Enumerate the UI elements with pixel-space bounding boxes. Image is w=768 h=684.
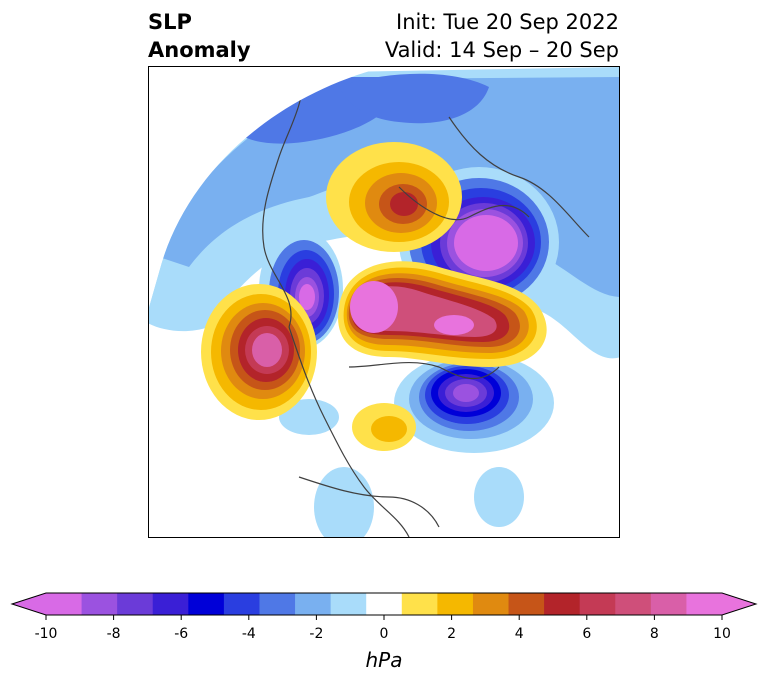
colorbar-cell	[188, 593, 225, 615]
colorbar-cell	[401, 593, 438, 615]
colorbar-cell	[544, 593, 581, 615]
colorbar	[10, 592, 758, 620]
colorbar-tick-label: -4	[241, 626, 256, 642]
high-gulf-of-alaska	[252, 333, 282, 367]
colorbar-tick-label: 4	[514, 626, 524, 642]
high-central-arctic	[434, 315, 474, 335]
colorbar-tick-label: 10	[713, 626, 731, 642]
map-panel	[148, 66, 620, 538]
colorbar-cell	[615, 593, 652, 615]
colorbar-cell	[81, 593, 118, 615]
coastlines	[262, 71, 590, 537]
low-eastern-siberia	[454, 215, 518, 271]
neg-anomaly-patch	[279, 399, 339, 435]
colorbar-cell	[579, 593, 616, 615]
neg-anomaly-patch	[314, 467, 374, 537]
colorbar-tick-label: 2	[447, 626, 457, 642]
neg-anomaly-patch	[474, 467, 524, 527]
projection-outer	[149, 67, 384, 307]
colorbar-cell	[152, 593, 189, 615]
colorbar-tick-label: 8	[649, 626, 659, 642]
colorbar-extend-min	[12, 593, 46, 615]
colorbar-cell	[686, 593, 723, 615]
colorbar-unit-label: hPa	[365, 648, 403, 672]
slp-anomaly-map	[149, 67, 619, 537]
colorbar-tick-label: 6	[582, 626, 592, 642]
colorbar-extend-max	[722, 593, 756, 615]
colorbar-tick-label: -6	[174, 626, 189, 642]
neg-anomaly-band	[339, 73, 489, 124]
plot-dates: Init: Tue 20 Sep 2022 Valid: 14 Sep – 20…	[385, 8, 619, 64]
colorbar-cell	[437, 593, 474, 615]
colorbar-cell	[295, 593, 332, 615]
low-north-atlantic	[453, 384, 479, 402]
colorbar-tick-label: -10	[34, 626, 58, 642]
valid-range: Valid: 14 Sep – 20 Sep	[384, 38, 619, 62]
high-great-lakes	[371, 416, 407, 442]
colorbar-tick-label: 0	[379, 626, 389, 642]
title-variable-sub: Anomaly	[148, 38, 251, 62]
title-variable: SLP	[148, 10, 192, 34]
high-central-arctic	[350, 281, 398, 333]
colorbar-cell	[330, 593, 367, 615]
plot-title: SLP Anomaly	[148, 8, 251, 64]
colorbar-cell	[223, 593, 260, 615]
colorbar-tick-label: -2	[309, 626, 324, 642]
init-date: Init: Tue 20 Sep 2022	[396, 10, 619, 34]
colorbar-cell	[366, 593, 403, 615]
colorbar-tick-label: -8	[106, 626, 121, 642]
colorbar-cell	[508, 593, 545, 615]
low-nordic-seas	[299, 284, 315, 310]
colorbar-cell	[46, 593, 83, 615]
colorbar-cell	[650, 593, 687, 615]
colorbar-cell	[472, 593, 510, 615]
colorbar-cell	[259, 593, 296, 615]
colorbar-cell	[117, 593, 154, 615]
high-central-siberia	[390, 192, 418, 216]
